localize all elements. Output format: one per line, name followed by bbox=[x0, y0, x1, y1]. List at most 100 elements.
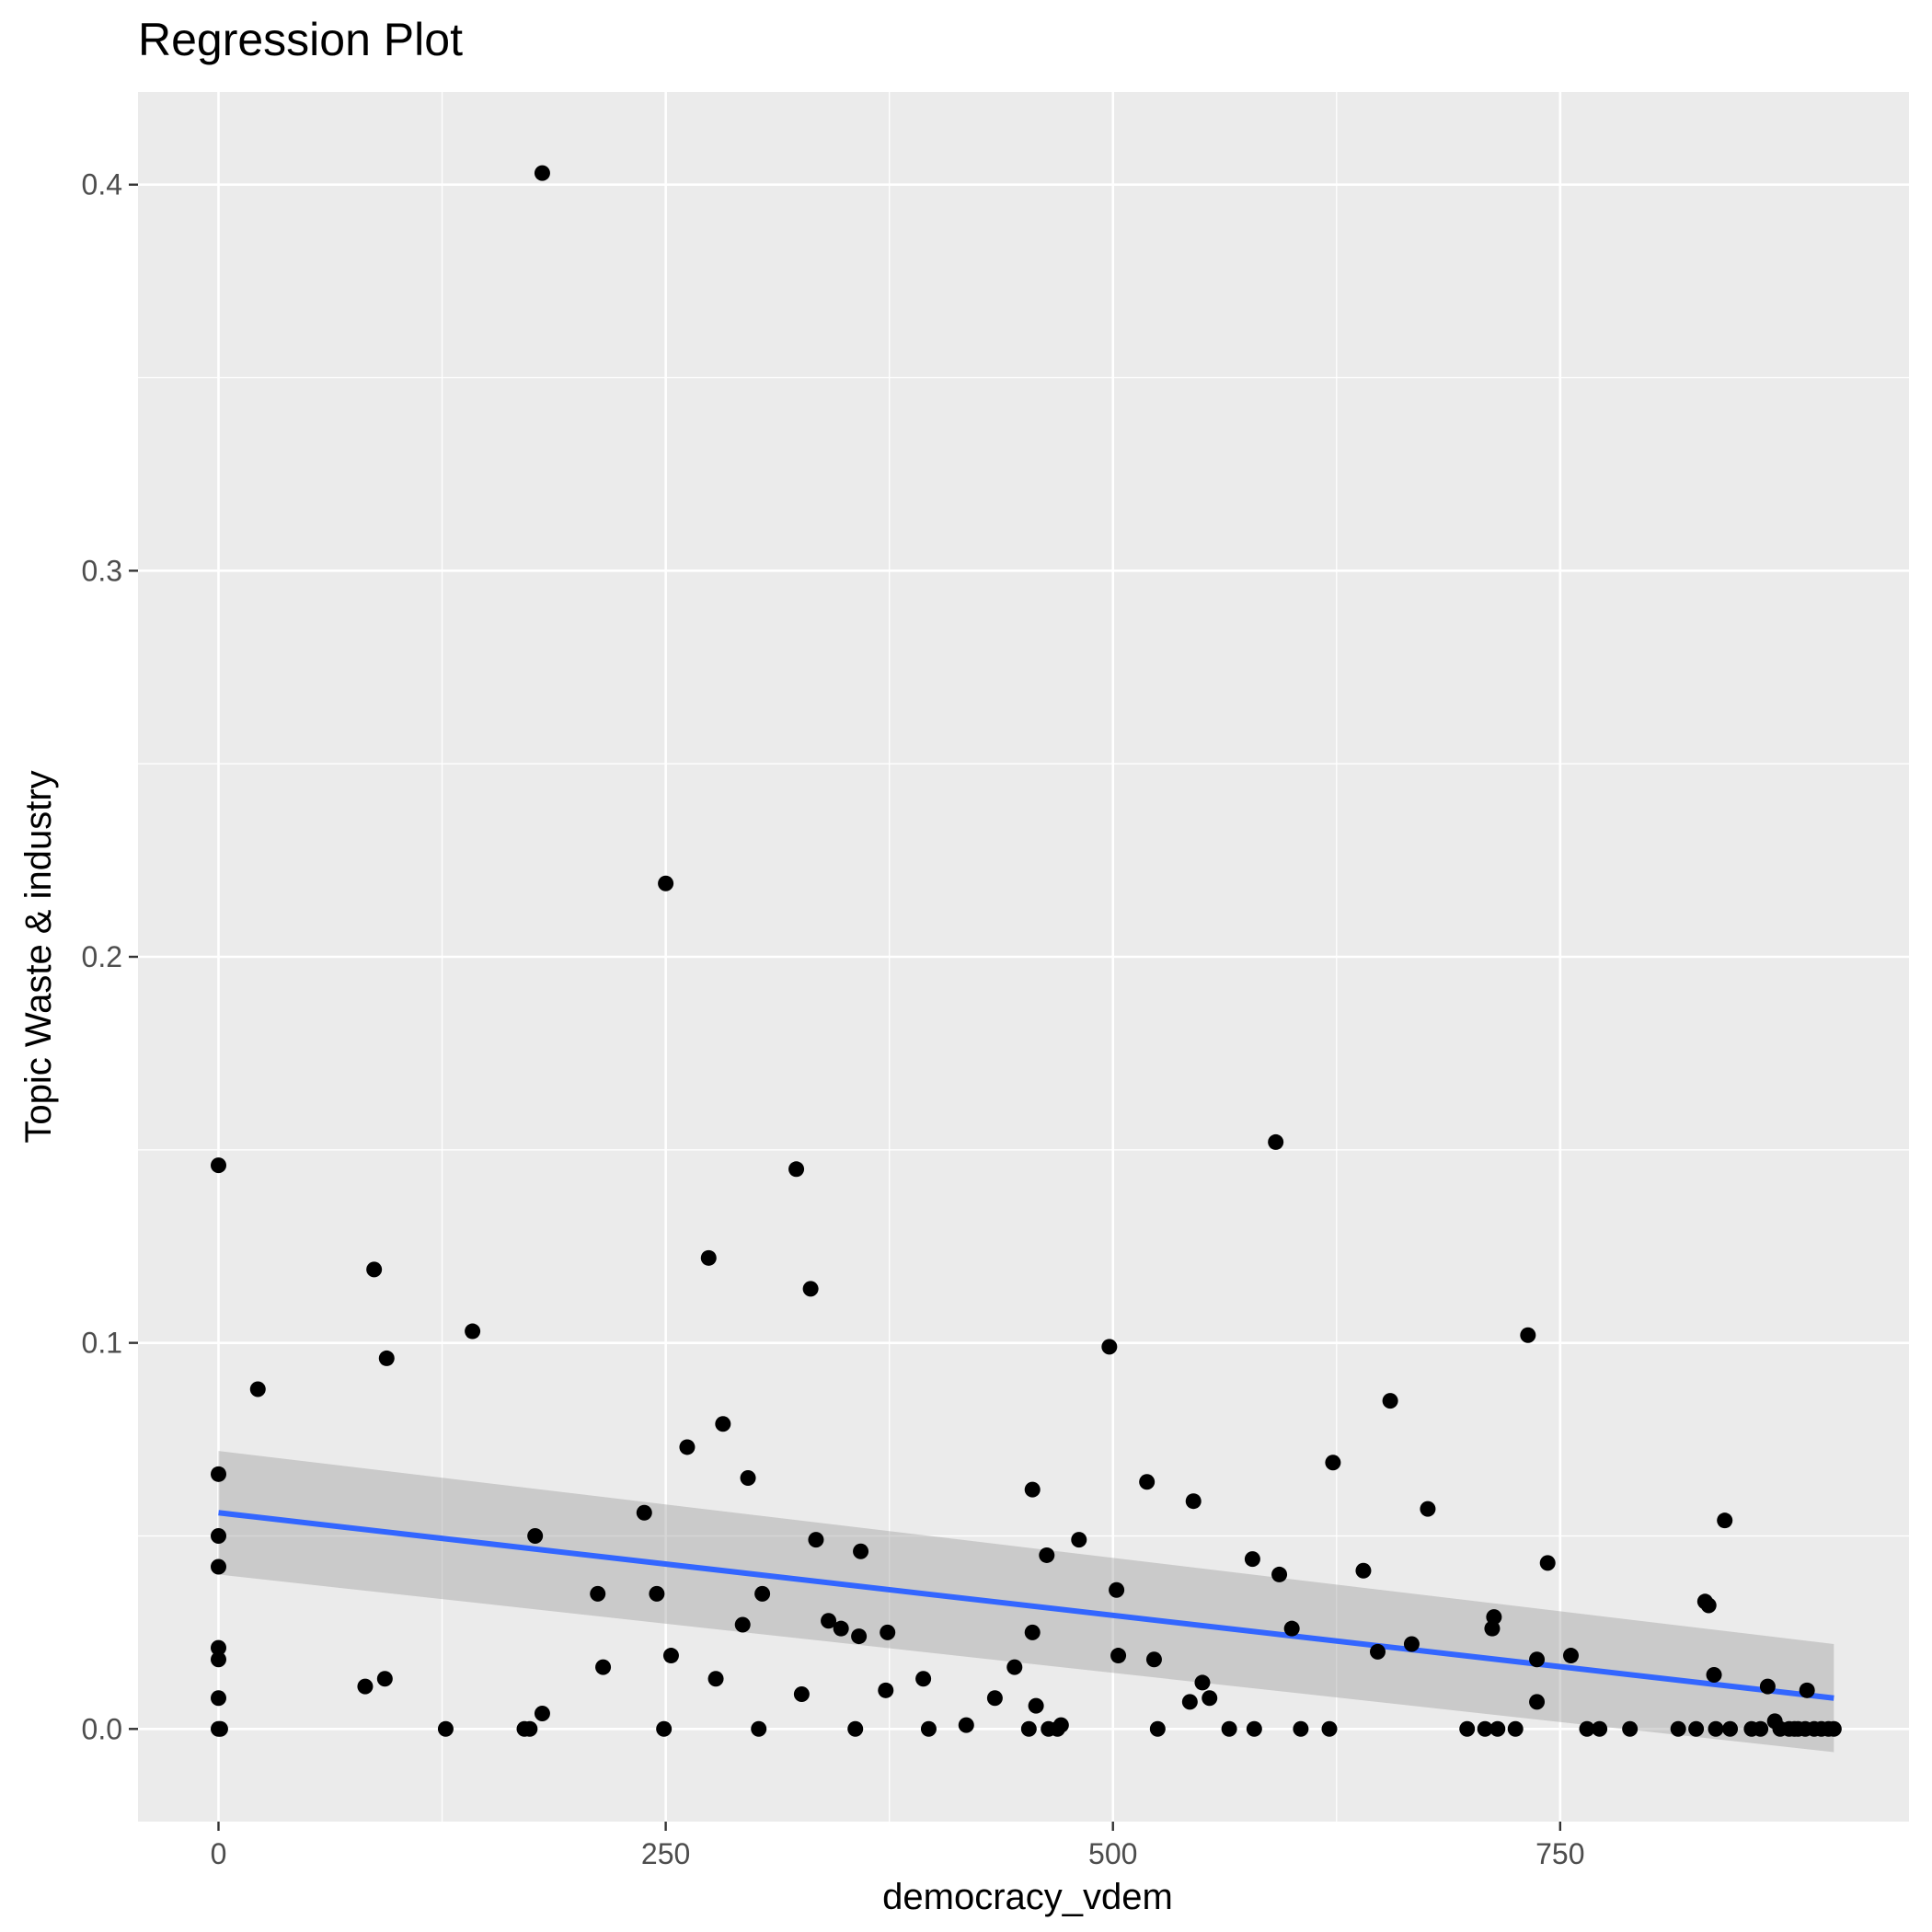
data-point bbox=[590, 1585, 606, 1602]
data-point bbox=[1592, 1720, 1608, 1737]
data-point bbox=[1006, 1659, 1023, 1675]
data-point bbox=[793, 1686, 810, 1703]
confidence-band-layer bbox=[218, 1451, 1834, 1753]
data-point bbox=[1370, 1643, 1386, 1660]
regression-line bbox=[218, 1510, 1834, 1701]
data-point bbox=[212, 1720, 228, 1737]
data-point bbox=[808, 1532, 824, 1548]
y-tick-label: 0.2 bbox=[82, 940, 122, 973]
data-point bbox=[1246, 1720, 1262, 1737]
data-point bbox=[1181, 1694, 1198, 1710]
data-point bbox=[853, 1543, 869, 1559]
data-point bbox=[679, 1439, 696, 1455]
data-point bbox=[595, 1659, 612, 1675]
data-point bbox=[1020, 1720, 1037, 1737]
x-axis-title: democracy_vdem bbox=[882, 1877, 1173, 1917]
data-point bbox=[1101, 1339, 1118, 1355]
data-point bbox=[1052, 1717, 1069, 1733]
data-point bbox=[1221, 1720, 1237, 1737]
data-point bbox=[1579, 1720, 1595, 1737]
data-point bbox=[1520, 1327, 1536, 1343]
data-point bbox=[1355, 1562, 1372, 1579]
data-point bbox=[707, 1671, 724, 1687]
data-point bbox=[1028, 1697, 1044, 1714]
data-point bbox=[1194, 1674, 1211, 1691]
data-point bbox=[788, 1161, 805, 1178]
data-point bbox=[249, 1381, 266, 1397]
chart-title: Regression Plot bbox=[138, 14, 463, 65]
x-tick-label: 750 bbox=[1535, 1837, 1584, 1870]
data-point bbox=[1149, 1720, 1166, 1737]
data-point bbox=[1268, 1133, 1284, 1150]
data-point bbox=[1283, 1620, 1300, 1637]
data-point bbox=[1039, 1547, 1055, 1563]
data-point bbox=[833, 1620, 849, 1637]
data-point bbox=[1563, 1648, 1579, 1664]
y-tick-label: 0.0 bbox=[82, 1712, 122, 1745]
data-point bbox=[211, 1558, 226, 1575]
y-tick-label: 0.3 bbox=[82, 554, 122, 587]
y-tick-label: 0.4 bbox=[82, 168, 122, 201]
data-point bbox=[1071, 1532, 1087, 1548]
data-point bbox=[1477, 1720, 1493, 1737]
data-point bbox=[802, 1281, 819, 1297]
data-point bbox=[715, 1416, 731, 1432]
data-point bbox=[920, 1720, 937, 1737]
y-axis-title: Topic Waste & industry bbox=[18, 770, 59, 1143]
data-point bbox=[649, 1585, 665, 1602]
data-point bbox=[357, 1678, 374, 1695]
data-point bbox=[211, 1527, 226, 1544]
data-point bbox=[1759, 1678, 1776, 1695]
data-point bbox=[1382, 1393, 1398, 1409]
data-point bbox=[636, 1504, 652, 1521]
data-points bbox=[211, 165, 1842, 1737]
data-point bbox=[1539, 1555, 1556, 1571]
data-point bbox=[522, 1720, 538, 1737]
data-point bbox=[1622, 1720, 1639, 1737]
data-point bbox=[366, 1261, 383, 1278]
data-point bbox=[1110, 1648, 1127, 1664]
data-point bbox=[851, 1628, 868, 1645]
y-tick-label: 0.1 bbox=[82, 1327, 122, 1360]
data-point bbox=[1202, 1690, 1218, 1707]
data-point bbox=[1753, 1720, 1769, 1737]
data-point bbox=[1244, 1551, 1260, 1568]
data-point bbox=[1799, 1682, 1815, 1698]
data-point bbox=[1489, 1720, 1506, 1737]
data-point bbox=[880, 1624, 896, 1640]
x-tick-label: 500 bbox=[1088, 1837, 1137, 1870]
data-point bbox=[1024, 1481, 1041, 1498]
data-point bbox=[1403, 1636, 1420, 1652]
data-point bbox=[1486, 1609, 1502, 1626]
data-point bbox=[986, 1690, 1003, 1707]
data-point bbox=[847, 1720, 864, 1737]
x-axis: 0 250 500 750 bbox=[211, 1822, 1585, 1870]
data-point bbox=[1109, 1581, 1125, 1598]
data-point bbox=[1706, 1667, 1722, 1684]
data-point bbox=[211, 1690, 226, 1707]
data-point bbox=[1484, 1620, 1501, 1637]
data-point bbox=[211, 1466, 226, 1482]
data-point bbox=[1145, 1651, 1162, 1668]
data-point bbox=[656, 1720, 673, 1737]
data-point bbox=[1139, 1474, 1156, 1490]
data-point bbox=[915, 1671, 932, 1687]
data-point bbox=[1185, 1493, 1202, 1510]
x-tick-label: 0 bbox=[211, 1837, 227, 1870]
data-point bbox=[1700, 1597, 1717, 1614]
data-point bbox=[1271, 1566, 1288, 1582]
data-point bbox=[1825, 1720, 1842, 1737]
data-point bbox=[1722, 1720, 1739, 1737]
data-point bbox=[376, 1671, 393, 1687]
data-point bbox=[534, 1706, 550, 1721]
data-point bbox=[211, 1157, 226, 1174]
y-axis: 0.0 0.1 0.2 0.3 0.4 bbox=[82, 168, 138, 1745]
regression-line-layer bbox=[218, 1510, 1834, 1701]
data-point bbox=[1325, 1455, 1341, 1471]
data-point bbox=[211, 1651, 226, 1668]
data-point bbox=[1507, 1720, 1524, 1737]
data-point bbox=[437, 1720, 454, 1737]
data-point bbox=[1024, 1624, 1041, 1640]
data-point bbox=[1293, 1720, 1309, 1737]
